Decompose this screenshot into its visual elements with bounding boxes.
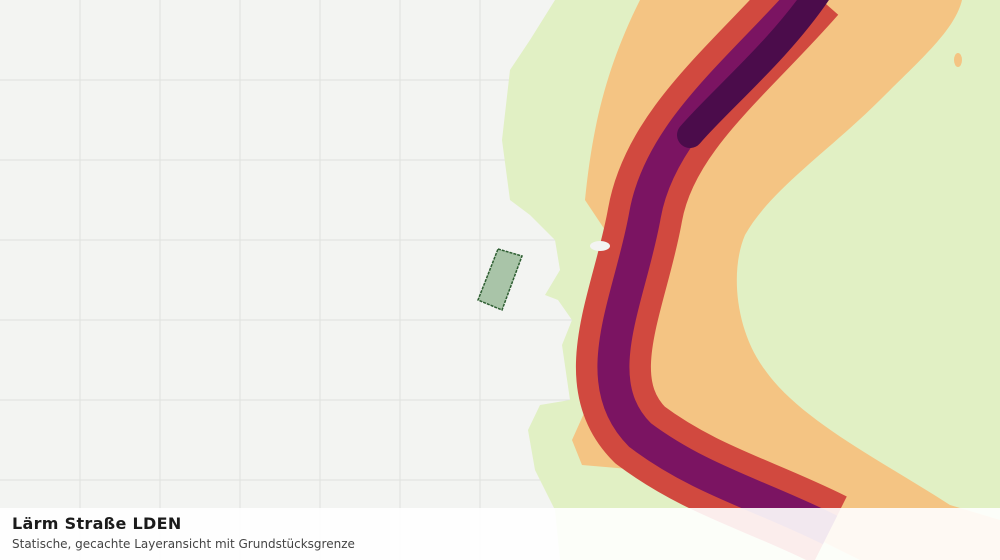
- map-title: Lärm Straße LDEN: [12, 514, 182, 533]
- gap: [590, 241, 610, 251]
- noise-spot: [954, 53, 962, 67]
- noise-zone-extreme: [677, 0, 829, 148]
- map-subtitle: Statische, gecachte Layeransicht mit Gru…: [12, 537, 355, 551]
- parcel-boundary[interactable]: [477, 248, 523, 311]
- caption-panel: Lärm Straße LDEN Statische, gecachte Lay…: [0, 508, 1000, 560]
